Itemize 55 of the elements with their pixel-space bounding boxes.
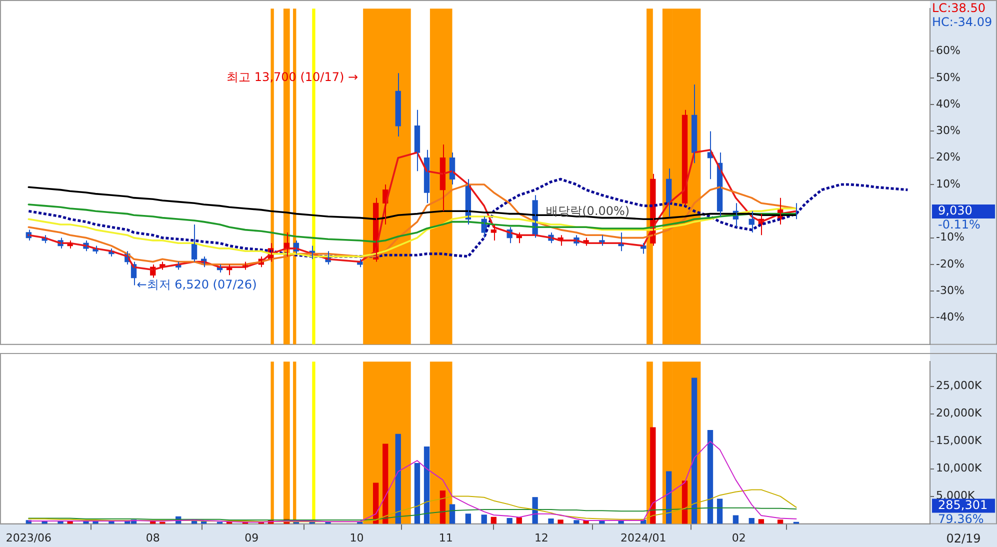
bar: [758, 519, 764, 524]
x-tick-label: 08: [146, 531, 160, 544]
bar: [424, 446, 430, 524]
bar: [666, 471, 672, 524]
x-tick-label: 10: [350, 531, 364, 544]
y-tick-label: 20,000K: [936, 406, 982, 420]
bar: [748, 518, 754, 524]
y-tick-label: 60%: [936, 44, 960, 58]
bar: [490, 516, 496, 524]
annotation: 배당락(0.00%): [546, 204, 630, 218]
bar: [395, 434, 401, 524]
y-tick-label: -20%: [936, 257, 964, 270]
y-tick-label: 40%: [936, 97, 960, 110]
x-tick-label: 2023/06: [6, 531, 52, 544]
bar: [382, 444, 388, 524]
y-tick-label: 20%: [936, 150, 960, 164]
y-tick-label: 10%: [936, 177, 960, 190]
bar: [682, 480, 688, 524]
y-tick-label: 10,000K: [936, 462, 982, 475]
bar: [732, 515, 739, 524]
x-tick-label: 2024/01: [620, 531, 666, 544]
y-tick-label: 30%: [936, 124, 960, 138]
bar: [707, 430, 714, 524]
bar: [414, 462, 420, 524]
bar: [716, 498, 723, 524]
text: 9,030: [938, 204, 972, 218]
bar: [440, 490, 446, 524]
bar: [574, 520, 580, 524]
text: 79.36%: [938, 512, 984, 526]
bar: [777, 520, 784, 524]
text: 02/19: [946, 532, 981, 546]
text: LC:38.50: [932, 1, 986, 16]
y-tick-label: -30%: [936, 284, 964, 297]
text: -0.11%: [938, 218, 980, 232]
y-tick-label: -40%: [936, 310, 964, 324]
y-tick-label: 50%: [936, 70, 960, 84]
y-tick-label: 25,000K: [936, 379, 982, 392]
bar: [465, 514, 472, 524]
bar: [548, 518, 554, 524]
x-tick-label: 12: [534, 531, 548, 544]
x-tick-label: 02: [732, 531, 746, 544]
bar: [691, 378, 698, 524]
annotation: ←최저 6,520 (07/26): [136, 277, 257, 292]
bar: [506, 518, 512, 524]
y-tick-label: -10%: [936, 230, 964, 244]
bar: [449, 504, 456, 524]
y-tick-label: 15,000K: [936, 434, 982, 448]
bar: [532, 497, 538, 524]
text: 285,301: [938, 498, 988, 512]
x-tick-label: 09: [244, 531, 259, 544]
bar: [558, 520, 564, 524]
text: HC:-34.09: [932, 15, 992, 30]
x-tick-label: 11: [438, 531, 453, 544]
bar: [516, 517, 522, 524]
bar: [481, 514, 487, 524]
